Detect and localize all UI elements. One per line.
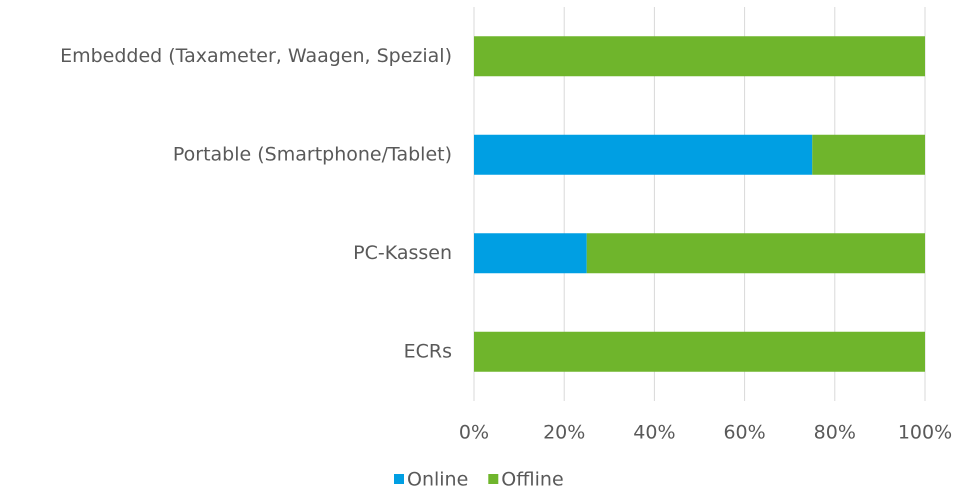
y-tick-label: ECRs [404,340,452,362]
y-tick-label: Portable (Smartphone/Tablet) [173,143,452,165]
legend-label: Online [407,469,468,491]
legend-swatch [488,474,499,484]
y-tick-label: PC-Kassen [353,242,452,264]
bar [474,134,813,175]
bar [812,134,925,175]
x-tick-label: 40% [633,422,675,444]
x-tick-label: 60% [723,422,765,444]
y-tick-label: Embedded (Taxameter, Waagen, Spezial) [60,45,452,67]
bar [474,233,587,274]
legend-label: Offline [501,469,563,491]
x-tick-label: 100% [898,422,952,444]
bar [586,233,925,274]
x-tick-label: 0% [459,422,489,444]
x-tick-label: 80% [814,422,856,444]
x-tick-label: 20% [543,422,585,444]
bar [474,36,925,77]
legend-swatch [394,474,404,484]
bar [474,331,925,372]
